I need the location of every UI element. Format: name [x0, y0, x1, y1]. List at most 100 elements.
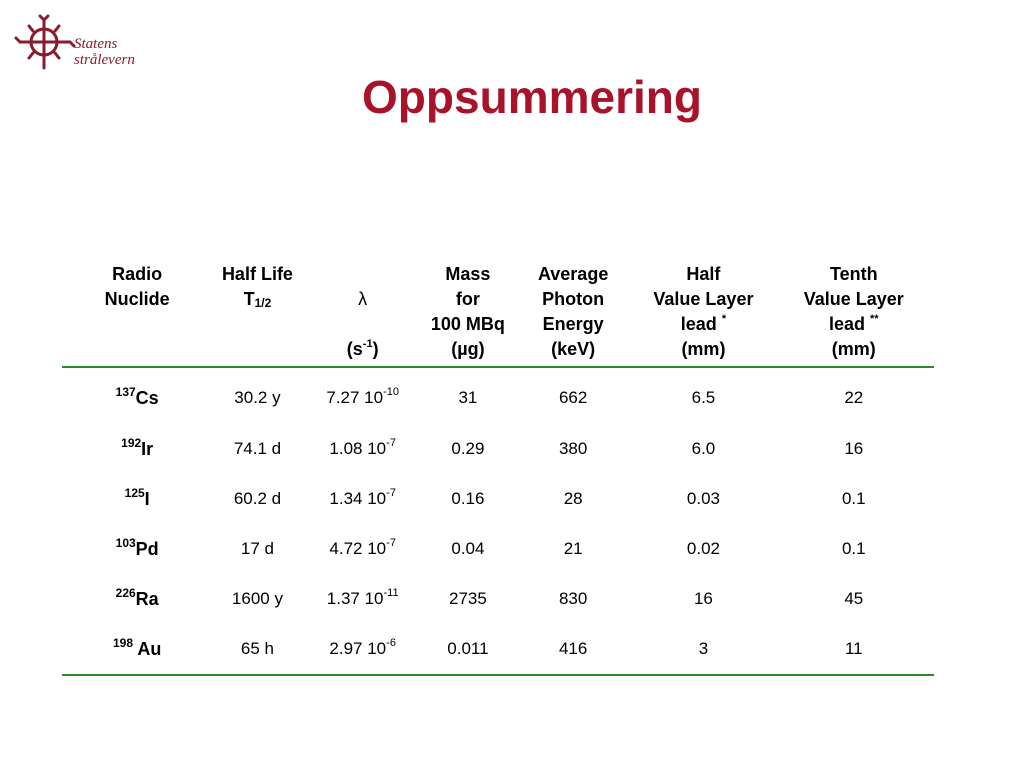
cell-nuclide: 192Ir [62, 424, 212, 474]
header-mass-line2: for [455, 289, 480, 309]
lambda-unit-exponent: -1 [362, 338, 373, 350]
table-body: 137Cs 30.2 y 7.27 10-10 31 662 6.5 22 192Ir 74.1… [62, 367, 934, 676]
lambda-symbol: λ [358, 289, 368, 309]
lambda-base: 1.37 10 [326, 589, 384, 608]
table-header-row: Radio Nuclide Half Life T1/2 λ (s-1) Mas… [62, 262, 934, 368]
cell-lambda: 4.72 10-7 [303, 524, 423, 574]
cell-half-life: 1600 y [231, 589, 283, 608]
header-hvl-line3: lead * [633, 312, 773, 337]
statens-stralevern-logo: Statens strålevern [14, 14, 154, 74]
table-row: 103Pd 17 d 4.72 10-7 0.04 21 0.02 0.1 [62, 524, 934, 574]
lambda-exponent: -11 [383, 587, 399, 599]
cell-energy: 662 [558, 388, 588, 407]
header-energy-line3: Energy [542, 314, 604, 334]
header-radio-line1: Radio [112, 264, 163, 284]
mass-number: 192 [121, 435, 142, 450]
element-symbol: Au [133, 638, 162, 659]
table-row: 226Ra 1600 y 1.37 10-11 2735 830 16 45 [62, 574, 934, 624]
element-symbol: Pd [135, 538, 159, 559]
nuclide-data-table: Radio Nuclide Half Life T1/2 λ (s-1) Mas… [62, 262, 934, 676]
cell-hvl: 0.02 [686, 539, 720, 558]
lambda-exponent: -7 [386, 537, 396, 549]
header-mass-line3: 100 MBq [430, 314, 505, 334]
header-hvl-lead: lead [680, 314, 717, 334]
cell-half-life: 65 h [212, 624, 303, 676]
cell-half-life: 74.1 d [233, 439, 282, 458]
lambda-base: 1.34 10 [329, 489, 387, 508]
header-mass-line4: (µg) [451, 339, 485, 359]
header-energy-line2: Photon [542, 289, 605, 309]
mass-number: 125 [124, 485, 145, 500]
table-row: 125I 60.2 d 1.34 10-7 0.16 28 0.03 0.1 [62, 474, 934, 524]
cell-lambda: 1.08 10-7 [303, 424, 423, 474]
cell-nuclide: 125I [62, 474, 212, 524]
cell-lambda: 7.27 10-10 [303, 367, 423, 424]
cell-tvl: 16 [844, 439, 864, 458]
header-mass: Mass for 100 MBq (µg) [422, 262, 514, 368]
cell-energy: 21 [563, 539, 583, 558]
header-hvl-line2: Value Layer [653, 289, 754, 309]
header-half-life-symbol: T1/2 [212, 287, 302, 312]
lambda-exponent: -7 [386, 437, 396, 449]
header-energy-line1: Average [537, 264, 609, 284]
header-hvl-footnote-mark: * [721, 313, 727, 325]
cell-mass: 2735 [449, 589, 487, 608]
cell-nuclide: 103Pd [62, 524, 212, 574]
cell-hvl: 3 [633, 624, 774, 676]
header-tvl-line2: Value Layer [803, 289, 904, 309]
lambda-unit-open: (s [346, 339, 363, 359]
mass-number: 226 [115, 585, 136, 600]
cell-tvl: 0.1 [841, 539, 866, 558]
header-mass-line1: Mass [445, 264, 491, 284]
mass-number: 198 [112, 635, 134, 650]
lambda-exponent: -10 [383, 386, 399, 398]
header-hvl-line4: (mm) [681, 339, 726, 359]
table-row: 192Ir 74.1 d 1.08 10-7 0.29 380 6.0 16 [62, 424, 934, 474]
cell-lambda: 2.97 10-6 [302, 624, 423, 676]
mass-number: 103 [115, 535, 136, 550]
cell-hvl: 0.03 [686, 489, 720, 508]
header-energy: Average Photon Energy (keV) [513, 262, 634, 368]
cell-half-life: 60.2 d [233, 489, 282, 508]
header-tvl-lead: lead [828, 314, 866, 334]
cell-lambda: 1.34 10-7 [303, 474, 423, 524]
lambda-unit-close: ) [372, 339, 379, 359]
header-half-life-line1: Half Life [221, 264, 293, 284]
element-symbol: I [144, 488, 150, 509]
header-lambda: λ (s-1) [302, 262, 423, 368]
cell-nuclide: 226Ra [62, 574, 212, 624]
cell-hvl: 6.5 [691, 388, 716, 407]
cell-energy: 416 [513, 624, 634, 676]
cell-hvl: 6.0 [691, 439, 716, 458]
header-tvl-line1: Tenth [829, 264, 878, 284]
element-symbol: Ra [135, 588, 159, 609]
lambda-base: 1.08 10 [329, 439, 387, 458]
cell-energy: 830 [558, 589, 588, 608]
header-energy-line4: (keV) [551, 339, 596, 359]
table-row: 137Cs 30.2 y 7.27 10-10 31 662 6.5 22 [62, 367, 934, 424]
logo-text-line2: strålevern [74, 52, 135, 68]
header-hvl-line1: Half [686, 264, 721, 284]
lambda-base: 4.72 10 [329, 539, 387, 558]
lambda-base: 2.97 10 [329, 639, 387, 658]
mass-number: 137 [115, 384, 136, 399]
header-tenth-value-layer: Tenth Value Layer lead ** (mm) [773, 262, 934, 368]
cell-tvl: 45 [844, 589, 864, 608]
cell-lambda: 1.37 10-11 [303, 574, 423, 624]
header-t-symbol: T [243, 289, 255, 309]
cell-energy: 28 [563, 489, 583, 508]
cell-tvl: 0.1 [841, 489, 866, 508]
element-symbol: Cs [135, 387, 159, 408]
header-tvl-line3: lead ** [774, 312, 934, 337]
cell-half-life: 17 d [240, 539, 274, 558]
cell-mass: 0.04 [451, 539, 485, 558]
header-lambda-unit: (s-1) [303, 337, 423, 362]
cell-half-life: 30.2 y [234, 388, 281, 407]
cell-mass: 0.011 [422, 624, 514, 676]
header-radio-line2: Nuclide [104, 289, 170, 309]
cell-tvl: 11 [773, 624, 934, 676]
lambda-exponent: -6 [386, 637, 396, 649]
cell-energy: 380 [558, 439, 588, 458]
element-symbol: Ir [141, 438, 154, 459]
cell-tvl: 22 [844, 388, 864, 407]
